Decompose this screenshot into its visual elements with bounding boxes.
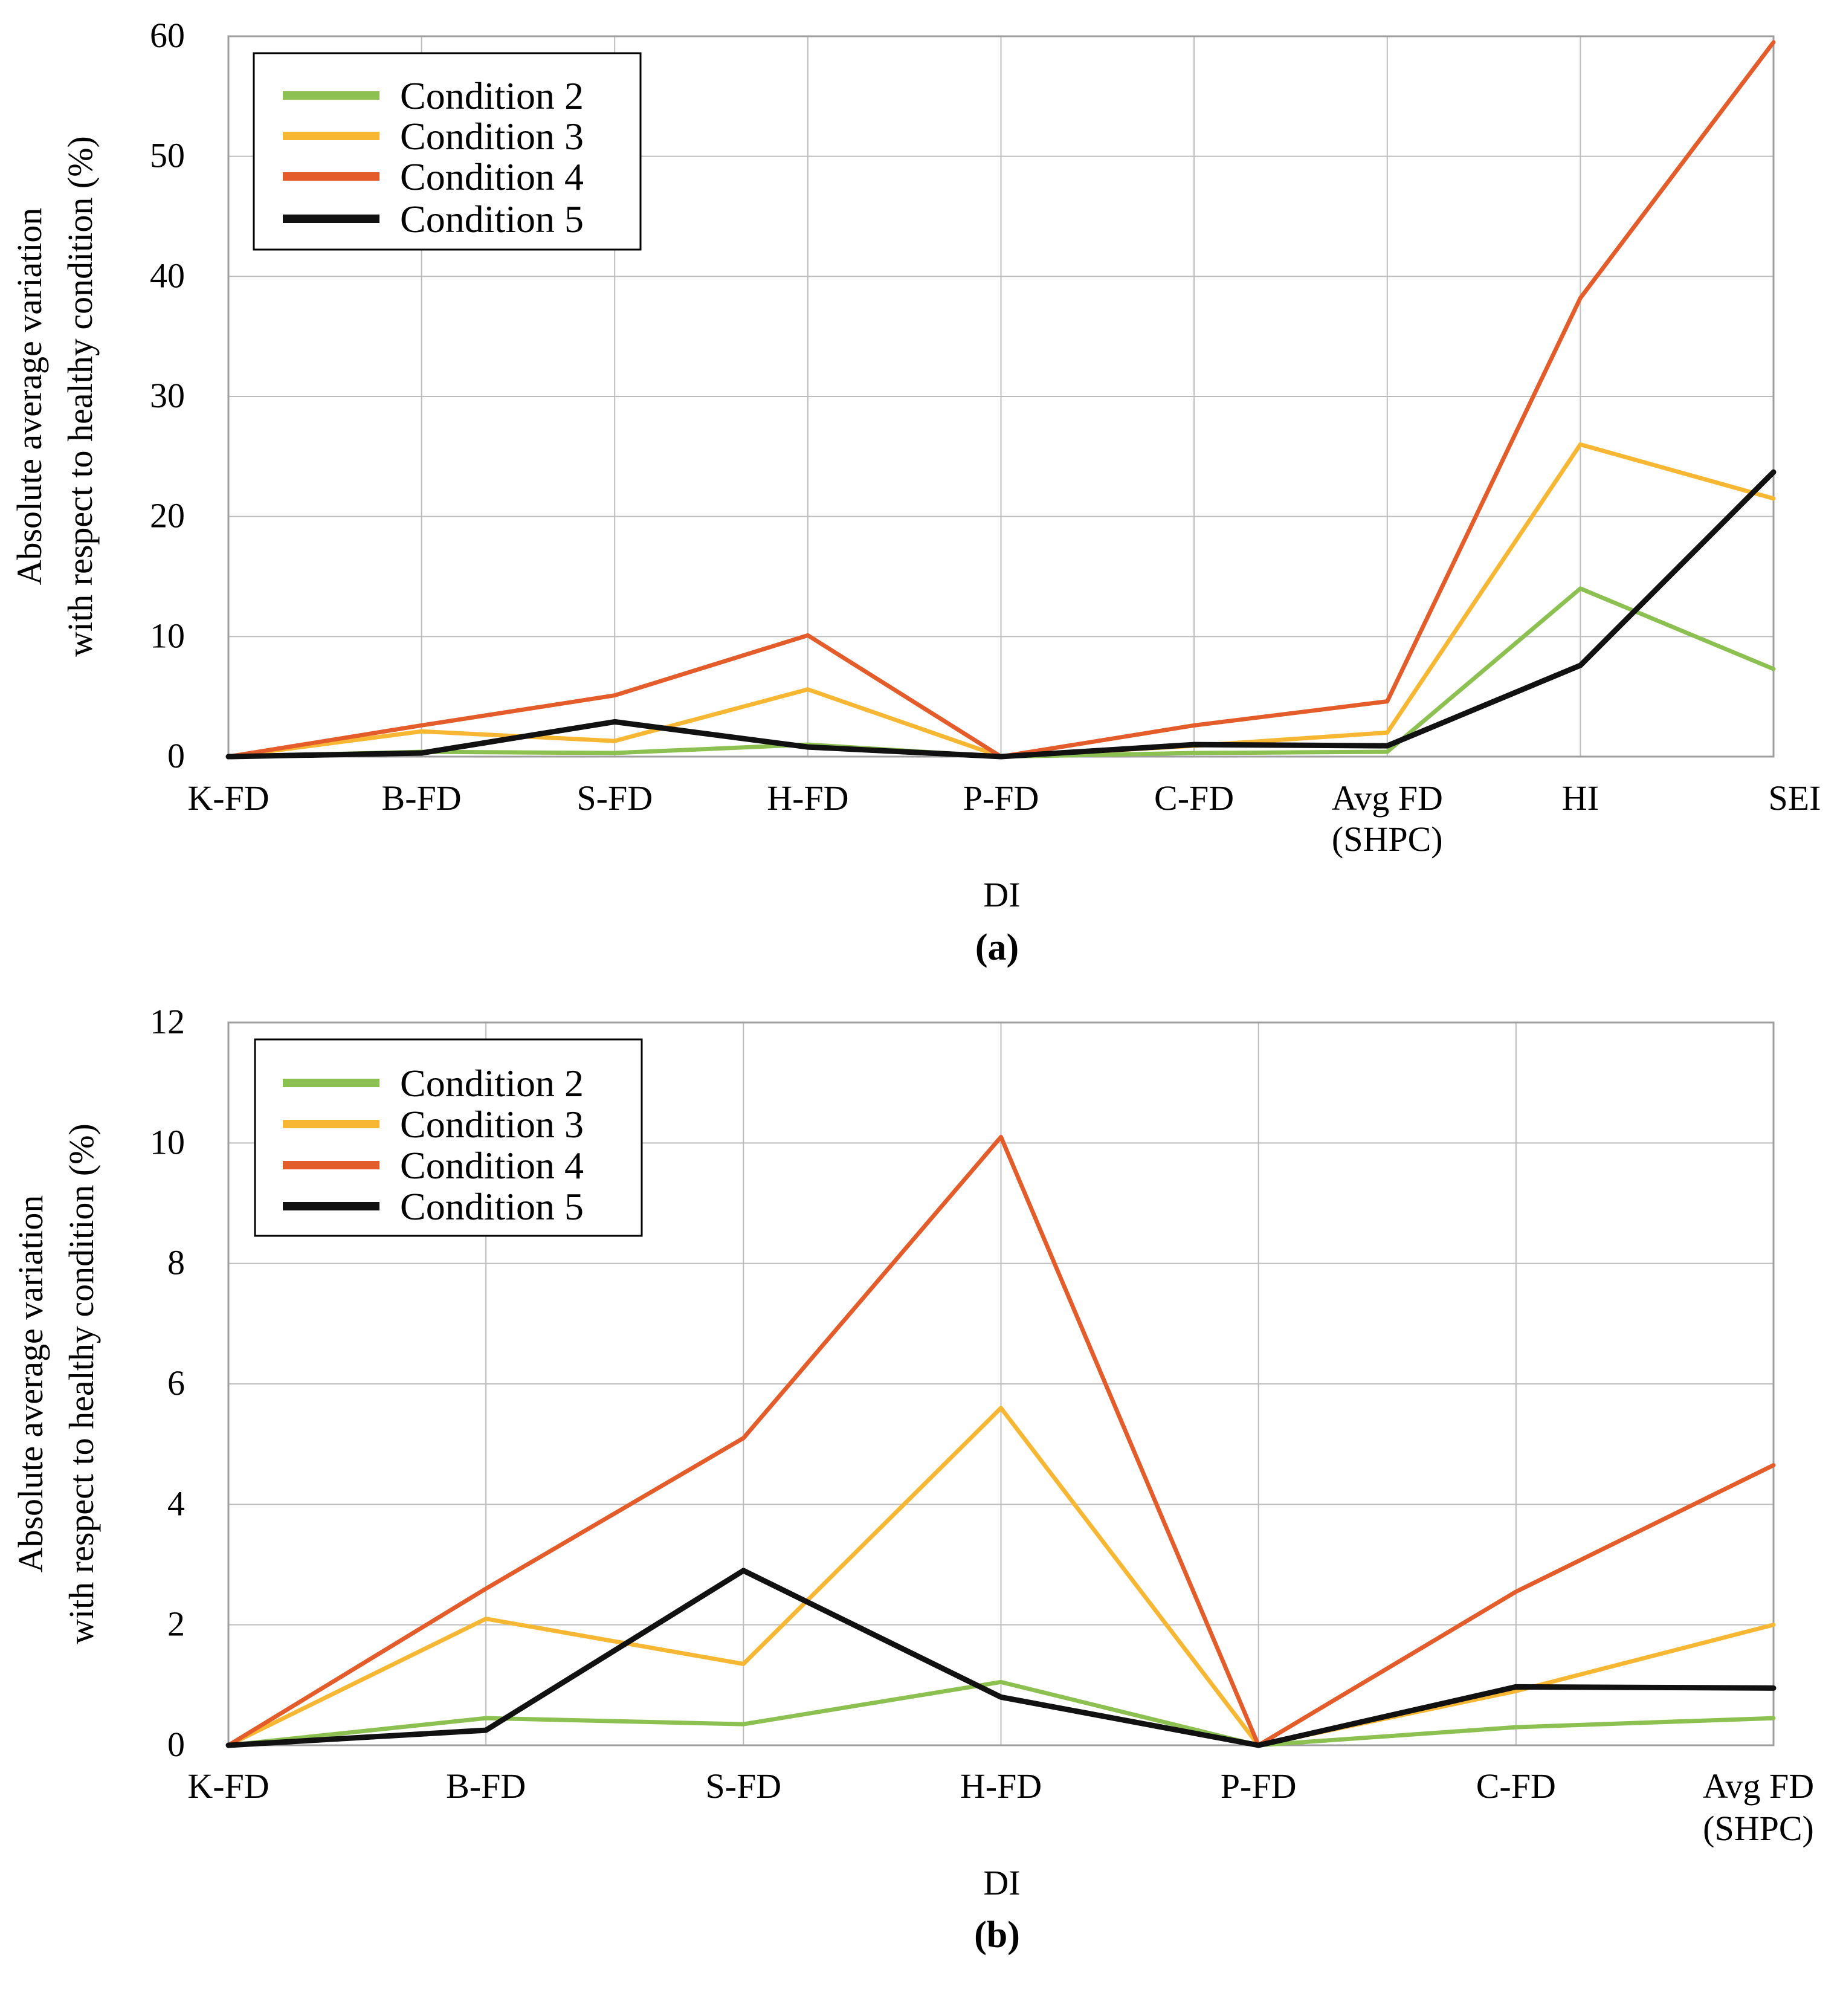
panel-a-legend-label-condition-5: Condition 5 [400,198,584,241]
panel-a-y-axis-title-line-2: with respect to healthy condition (%) [60,136,100,657]
panel-b-plot-frame [227,1021,1775,1746]
panel-b-legend-label-condition-5: Condition 5 [400,1185,584,1228]
panel-a-x-tick-label-k-fd: K-FD [187,778,269,818]
panel-a-x-tick-label-hi: HI [1562,778,1599,818]
panel-a-legend-label-condition-4: Condition 4 [400,155,584,198]
panel-b-y-axis-title-line-1: Absolute average variation [11,1195,50,1573]
panel-a-y-tick-label: 0 [167,736,185,775]
panel-a-x-tick-label-avg-fd: Avg FD [1332,778,1443,818]
panel-b-x-tick-label-avg-fd: Avg FD [1703,1766,1814,1806]
panel-b-y-axis-title-line-2: with respect to healthy condition (%) [62,1123,101,1644]
panel-a-x-tick-label-h-fd: H-FD [767,778,848,818]
panel-a-x-tick-label-p-fd: P-FD [963,778,1039,818]
panel-b-x-tick-label-h-fd: H-FD [960,1766,1042,1806]
panel-a-y-axis-title-line-1: Absolute average variation [10,208,49,586]
panel-a-y-tick-label: 20 [150,496,185,535]
panel-b-series-line-condition-5 [225,1568,1777,1748]
panel-b-y-tick-label: 8 [167,1243,185,1282]
panel-b-legend-label-condition-4: Condition 4 [400,1144,584,1187]
panel-b-x-tick-label-s-fd: S-FD [705,1766,781,1806]
panel-a-x-tick-label-b-fd: B-FD [382,778,462,818]
panel-a-legend-label-condition-3: Condition 3 [400,115,584,158]
panel-b-legend-label-condition-3: Condition 3 [400,1103,584,1146]
panel-b-series-line-condition-3 [226,1406,1776,1748]
chart-panel-a: 0 10 20 30 40 50 60 K-FD B-FD S-FD H-FD P-FD C-FD Avg… [10,16,1821,968]
panel-a-label: (a) [975,927,1019,968]
panel-b-x-tick-label-c-fd: C-FD [1476,1766,1556,1806]
panel-b-y-tick-label: 0 [167,1725,185,1764]
panel-b-y-tick-label: 6 [167,1363,185,1403]
panel-a-legend-box [253,52,642,251]
panel-b-y-tick-label: 4 [167,1484,185,1523]
panel-b-y-tick-label: 10 [150,1122,185,1161]
panel-b-x-axis-title: DI [983,1863,1020,1902]
panel-a-y-tick-label: 30 [150,376,185,415]
panel-a-y-tick-label: 60 [150,16,185,55]
panel-a-x-tick-label-s-fd: S-FD [576,778,653,818]
panel-a-series-line-condition-5 [225,469,1777,760]
panel-b-y-tick-label: 2 [167,1604,185,1644]
panel-a-y-tick-label: 50 [150,136,185,175]
panel-b-legend-label-condition-2: Condition 2 [400,1062,584,1105]
panel-a-x-tick-label-c-fd: C-FD [1154,778,1234,818]
panel-b-y-tick-label: 12 [150,1002,185,1041]
panel-a-x-tick-label-sei: SEI [1769,778,1821,818]
panel-a-y-tick-label: 40 [150,256,185,295]
panel-b-x-tick-label-b-fd: B-FD [446,1766,526,1806]
panel-b-series-line-condition-4 [226,1134,1776,1748]
panel-b-x-tick-label-line2: (SHPC) [1703,1809,1814,1848]
panel-a-y-tick-label: 10 [150,616,185,655]
panel-b-series-line-condition-2 [226,1679,1776,1748]
panel-b-x-tick-label-k-fd: K-FD [187,1766,269,1806]
panel-a-legend-label-condition-2: Condition 2 [400,74,584,117]
panel-b-label: (b) [974,1914,1020,1956]
panel-a-x-axis-title: DI [983,875,1020,914]
panel-b-x-tick-label-p-fd: P-FD [1221,1766,1297,1806]
panel-a-x-tick-label-line2: (SHPC) [1332,819,1443,859]
